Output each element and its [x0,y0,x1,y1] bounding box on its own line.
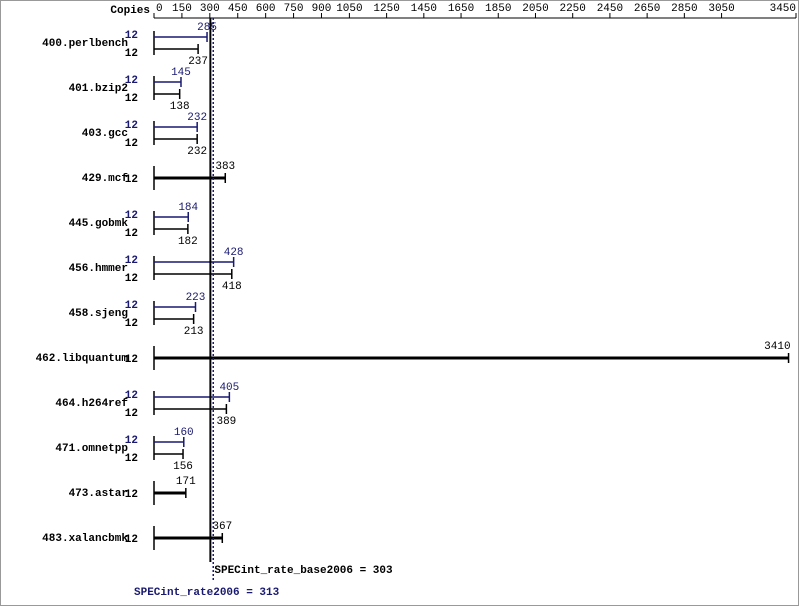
category-label: 456.hmmer [69,263,128,275]
value-label: 156 [173,461,193,473]
x-tick-label: 2250 [559,3,585,15]
reference-label: SPECint_rate_base2006 = 303 [214,565,393,577]
value-label: 145 [171,67,191,79]
copies-label: 12 [125,120,138,132]
x-tick-label: 1850 [485,3,511,15]
copies-label: 12 [125,75,138,87]
category-label: 403.gcc [82,128,128,140]
copies-label: 12 [125,318,138,330]
value-label: 428 [224,247,244,259]
x-tick-label: 0 [156,3,163,15]
category-label: 445.gobmk [69,218,129,230]
value-label: 213 [184,326,204,338]
x-tick-label: 2850 [671,3,697,15]
value-label: 182 [178,236,198,248]
value-label: 160 [174,427,194,439]
copies-label: 12 [125,228,138,240]
value-label: 232 [187,112,207,124]
value-label: 237 [188,56,208,68]
category-label: 462.libquantum [36,353,129,365]
copies-label: 12 [125,453,138,465]
value-label: 171 [176,476,196,488]
x-tick-label: 600 [256,3,276,15]
x-tick-label: 1050 [336,3,362,15]
copies-label: 12 [125,300,138,312]
x-tick-label: 2450 [597,3,623,15]
x-tick-label: 3050 [708,3,734,15]
value-label: 418 [222,281,242,293]
copies-label: 12 [125,138,138,150]
copies-label: 12 [125,534,138,546]
copies-label: 12 [125,48,138,60]
x-tick-label: 2050 [522,3,548,15]
x-tick-label: 450 [228,3,248,15]
x-tick-label: 300 [200,3,220,15]
value-label: 232 [187,146,207,158]
x-tick-label: 1450 [411,3,437,15]
category-label: 464.h264ref [55,398,128,410]
copies-label: 12 [125,255,138,267]
category-label: 471.omnetpp [55,443,128,455]
x-tick-label: 3450 [770,3,796,15]
copies-header: Copies [110,5,150,17]
x-tick-label: 750 [284,3,304,15]
copies-label: 12 [125,390,138,402]
copies-label: 12 [125,93,138,105]
value-label: 138 [170,101,190,113]
value-label: 389 [216,416,236,428]
category-label: 429.mcf [82,173,129,185]
copies-label: 12 [125,210,138,222]
x-tick-label: 1250 [373,3,399,15]
category-label: 458.sjeng [69,308,128,320]
value-label: 367 [212,521,232,533]
value-label: 405 [219,382,239,394]
copies-label: 12 [125,489,138,501]
category-label: 401.bzip2 [69,83,128,95]
reference-label: SPECint_rate2006 = 313 [134,587,280,599]
value-label: 3410 [764,341,790,353]
x-tick-label: 900 [312,3,332,15]
copies-label: 12 [125,408,138,420]
copies-label: 12 [125,30,138,42]
value-label: 184 [178,202,198,214]
value-label: 285 [197,22,217,34]
category-label: 483.xalancbmk [42,533,128,545]
copies-label: 12 [125,174,138,186]
category-label: 473.astar [69,488,128,500]
value-label: 383 [215,161,235,173]
x-tick-label: 1650 [448,3,474,15]
x-tick-label: 2650 [634,3,660,15]
category-label: 400.perlbench [42,38,128,50]
value-label: 223 [186,292,206,304]
copies-label: 12 [125,354,138,366]
x-tick-label: 150 [172,3,192,15]
copies-label: 12 [125,273,138,285]
copies-label: 12 [125,435,138,447]
